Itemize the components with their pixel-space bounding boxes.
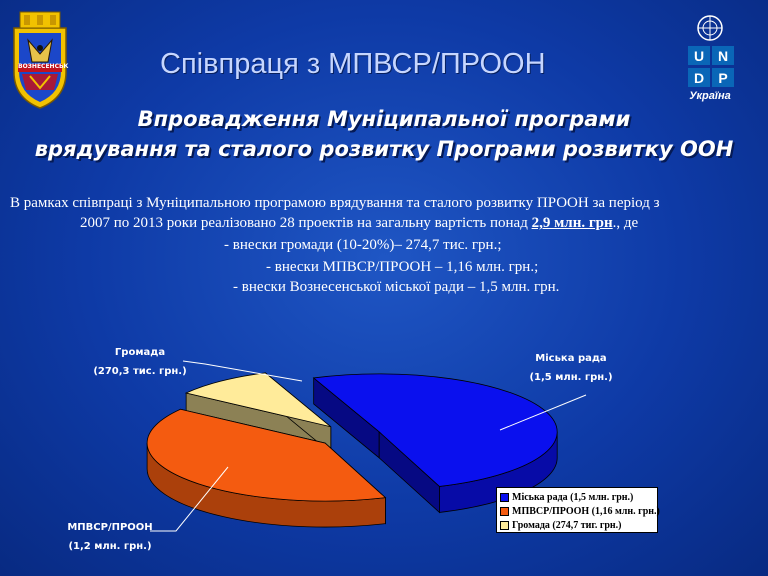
slice-label-community: Громада (270,3 тис. грн.) [70, 343, 210, 381]
undp-country: Україна [689, 90, 731, 102]
subtitle-line-2: врядування та сталого розвитку Програми … [34, 137, 734, 161]
slice-label-undp-name: МПВСР/ПРООН [67, 522, 153, 533]
slice-label-community-name: Громада [114, 347, 166, 358]
undp-letter-u: U [688, 46, 710, 65]
slide-title: Співпраця з МПВСР/ПРООН [160, 48, 546, 80]
subtitle-line-1: Впровадження Муніципальної програми [137, 107, 631, 131]
slice-label-city: Міська рада (1,5 млн. грн.) [506, 349, 636, 387]
crest-text: ВОЗНЕСЕНСЬК [18, 63, 69, 70]
slice-label-city-value: (1,5 млн. грн.) [529, 372, 613, 383]
total-amount: 2,9 млн. грн [531, 215, 613, 231]
slice-label-undp-value: (1,2 млн. грн.) [68, 541, 152, 552]
legend-label-undp: МПВСР/ПРООН (1,16 млн. грн.) [512, 505, 660, 517]
slice-label-undp: МПВСР/ПРООН (1,2 млн. грн.) [50, 518, 170, 556]
pie-slice-community [184, 372, 332, 428]
legend-item-undp: МПВСР/ПРООН (1,16 млн. грн.) [500, 504, 660, 518]
leader-line-community [182, 360, 303, 382]
slice-label-community-value: (270,3 тис. грн.) [93, 366, 187, 377]
bullet-community: - внески громади (10-20%)– 274,7 тис. гр… [224, 237, 502, 253]
legend-swatch-city [500, 492, 509, 502]
body-line-1: В рамках співпраці з Муніципальною прогр… [10, 195, 660, 211]
slice-label-city-name: Міська рада [535, 353, 607, 364]
body-paragraph: В рамках співпраці з Муніципальною прогр… [10, 193, 762, 233]
legend-swatch-undp [500, 506, 509, 516]
leader-line-undp [150, 466, 229, 532]
city-crest-logo: ВОЗНЕСЕНСЬК [8, 10, 72, 110]
undp-letter-d: D [688, 68, 710, 87]
legend-item-city: Міська рада (1,5 млн. грн.) [500, 490, 654, 504]
un-emblem-icon [696, 14, 724, 42]
legend-label-city: Міська рада (1,5 млн. грн.) [512, 491, 634, 503]
body-line-2-text: 2007 по 2013 роки реалізовано 28 проекті… [80, 215, 532, 231]
chart-legend: Міська рада (1,5 млн. грн.) МПВСР/ПРООН … [496, 487, 660, 533]
body-line-2-end: ., де [612, 215, 639, 231]
slide-subtitle: Впровадження Муніципальної програми вряд… [20, 104, 748, 164]
undp-letter-n: N [712, 46, 734, 65]
legend-item-community: Громада (274,7 тиг. грн.) [500, 518, 654, 532]
bullet-undp: - внески МПВСР/ПРООН – 1,16 млн. грн.; [266, 259, 539, 275]
body-line-2: 2007 по 2013 роки реалізовано 28 проекті… [10, 213, 762, 233]
undp-letter-p: P [712, 68, 734, 87]
bullet-city-council: - внески Вознесенської міської ради – 1,… [233, 279, 560, 295]
undp-logo: U N D P Україна [686, 14, 734, 102]
legend-label-community: Громада (274,7 тиг. грн.) [512, 519, 622, 531]
leader-line-city [499, 394, 587, 431]
legend-swatch-community [500, 520, 509, 530]
pie-slice-undp [146, 408, 387, 502]
